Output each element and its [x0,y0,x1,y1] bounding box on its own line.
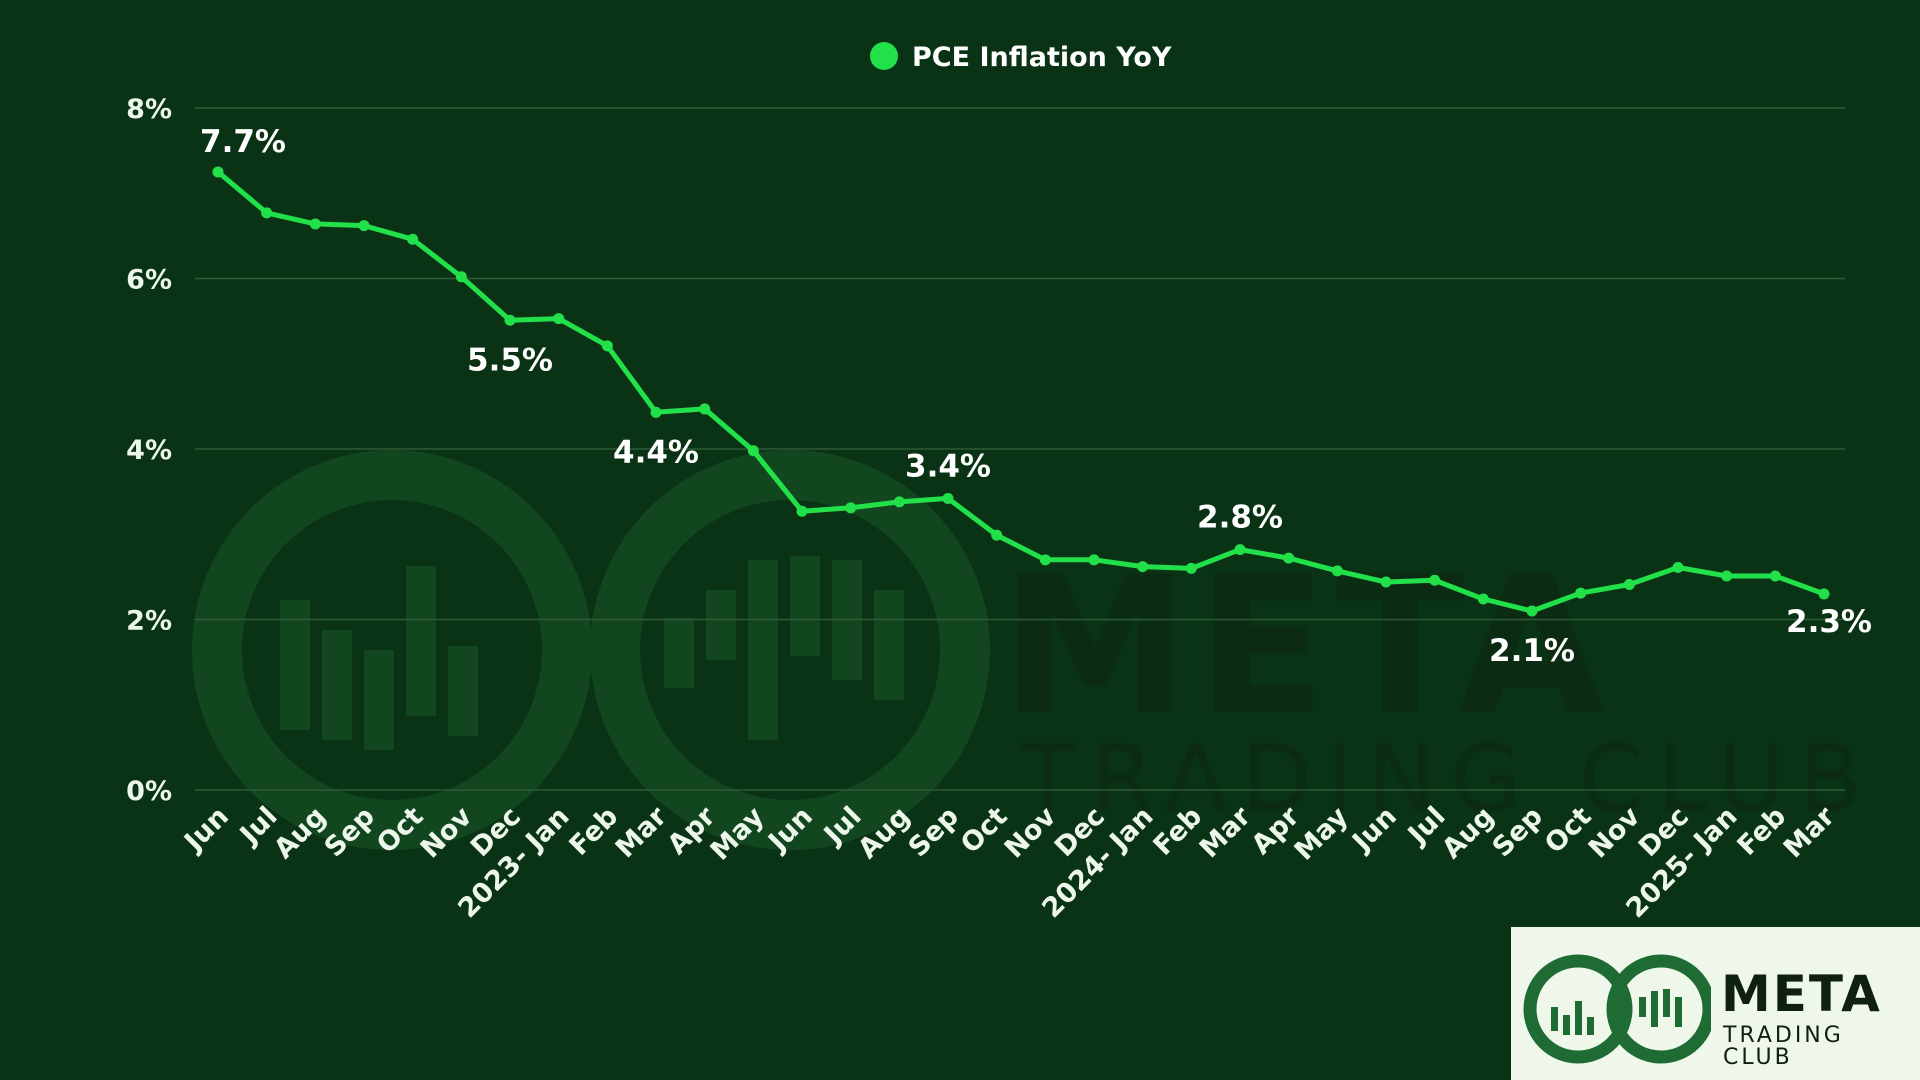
x-tick-label: Jun [177,801,235,859]
data-point [1429,574,1441,586]
data-label: 2.8% [1197,500,1283,536]
data-point [1185,562,1197,574]
data-point [1088,554,1100,566]
data-label: 2.3% [1786,604,1872,640]
y-axis: 0% 2% 4% 6% 8% [126,94,172,807]
y-tick-label: 6% [126,265,172,296]
logo-sub: TRADING CLUB [1723,1023,1844,1070]
watermark-sub: TRADING CLUB [1019,725,1876,832]
data-point [553,313,565,325]
data-labels: 7.7% 5.5% 4.4% 3.4% 2.8% 2.1% 2.3% [200,124,1872,669]
series-line [215,169,1827,614]
data-label: 2.1% [1489,633,1575,669]
data-label: 5.5% [467,342,553,378]
gridlines [195,107,1845,791]
data-label: 4.4% [613,434,699,470]
data-point [893,496,905,508]
x-tick-label: Sep [903,801,965,863]
y-tick-label: 4% [126,435,172,466]
data-point [455,271,467,283]
meta-infinity-chart-icon [1523,954,1711,1064]
y-tick-label: 8% [126,94,172,125]
data-point [1283,552,1295,564]
series-pce [212,166,1830,617]
data-point [1039,554,1051,566]
data-point [1672,561,1684,573]
data-point [358,220,370,232]
logo-word: META [1721,965,1882,1023]
data-point [261,207,273,219]
data-point [845,502,857,514]
x-tick-label: Mar [610,801,674,865]
y-tick-label: 0% [126,776,172,807]
data-point [796,505,808,517]
x-tick-label: Oct [955,801,1014,860]
logo: META TRADING CLUB [1511,927,1920,1080]
data-point [1818,588,1830,600]
legend-label: PCE Inflation YoY [912,42,1172,73]
data-point [1526,605,1538,617]
data-point [212,166,224,178]
data-point [1623,579,1635,591]
data-label: 3.4% [905,448,991,484]
data-point [747,445,759,457]
data-point [1721,570,1733,582]
data-point [1769,570,1781,582]
data-point [942,492,954,504]
data-point [991,529,1003,541]
data-point [504,314,516,326]
watermark-word: META [1000,536,1613,757]
data-point [650,406,662,418]
data-point [309,218,321,230]
y-tick-label: 2% [126,606,172,637]
data-point [601,340,613,352]
data-point [407,233,419,245]
data-point [699,403,711,415]
data-point [1575,587,1587,599]
x-tick-label: Feb [563,801,624,862]
data-point [1477,593,1489,605]
data-point [1380,576,1392,588]
data-label: 7.7% [200,124,286,160]
legend-marker [870,42,898,70]
watermark: META TRADING CLUB [192,450,1876,850]
watermark-logo-icon [192,450,990,850]
legend: PCE Inflation YoY [870,42,1172,73]
data-point [1234,544,1246,556]
data-point [1137,561,1149,573]
data-point [1331,565,1343,577]
